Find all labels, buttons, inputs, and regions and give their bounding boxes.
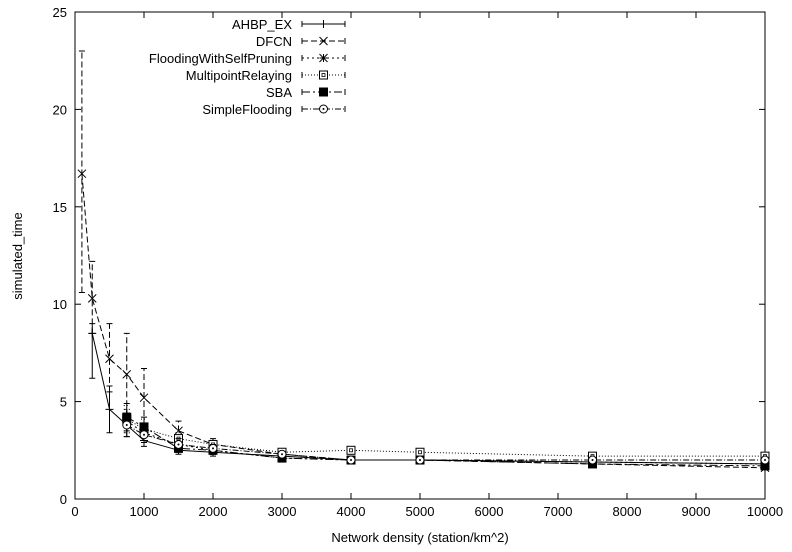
error-bar: [141, 367, 147, 426]
circle-marker-dot: [212, 447, 214, 450]
circle-marker-dot: [143, 433, 145, 436]
plus-marker: [105, 405, 114, 414]
legend-caps: [301, 89, 346, 95]
square-marker: [346, 445, 356, 455]
y-tick-label: 15: [53, 200, 67, 215]
legend-label: MultipointRelaying: [186, 68, 292, 83]
x-axis: 0 1000 2000 3000 4000 5000 6000 7000 8000 9000 100…: [71, 12, 783, 519]
x-tick-label: 7000: [544, 504, 573, 519]
x-tick-label: 2000: [199, 504, 228, 519]
y-tick-label: 25: [53, 5, 67, 20]
cross-marker: [105, 354, 114, 364]
cross-marker: [122, 369, 132, 379]
square-marker: [415, 447, 425, 457]
series-floodingwithselfpruning: [122, 408, 770, 469]
legend: AHBP_EX DFCN FloodingWithSelfPruning Multip…: [149, 17, 346, 117]
star-marker: [319, 53, 328, 63]
filled-square-marker: [319, 87, 328, 97]
x-tick-label: 9000: [682, 504, 711, 519]
legend-label: SimpleFlooding: [202, 102, 292, 117]
legend-label: DFCN: [256, 34, 292, 49]
legend-caps: [301, 38, 346, 44]
cross-marker: [139, 393, 149, 403]
cross-marker: [77, 169, 87, 179]
series-line: [81, 173, 766, 469]
series-line: [126, 418, 765, 457]
error-bar: [78, 50, 85, 294]
plus-marker: [319, 20, 328, 28]
cross-marker: [174, 426, 183, 436]
cross-marker: [87, 294, 97, 303]
x-tick-label: 10000: [747, 504, 783, 519]
x-tick-label: 3000: [268, 504, 297, 519]
square-marker-inner: [418, 450, 422, 455]
square-marker-inner: [349, 448, 353, 453]
error-bar: [106, 323, 113, 393]
circle-marker-dot: [125, 423, 128, 426]
square-marker: [319, 70, 328, 80]
circle-marker-dot: [322, 108, 325, 110]
y-tick-label: 0: [60, 492, 67, 507]
x-tick-label: 0: [71, 504, 78, 519]
y-tick-label: 10: [53, 297, 67, 312]
error-bar: [89, 260, 96, 334]
series-dfcn: [77, 50, 770, 473]
series-line: [126, 416, 766, 467]
series-line: [126, 424, 765, 461]
series-layer: [77, 50, 770, 473]
circle-marker-dot: [764, 459, 766, 462]
circle-marker-dot: [177, 443, 180, 446]
x-tick-label: 1000: [130, 504, 159, 519]
x-axis-title: Network density (station/km^2): [331, 530, 508, 545]
legend-label: SBA: [266, 85, 292, 100]
x-tick-label: 8000: [613, 504, 642, 519]
legend-caps: [301, 55, 346, 61]
legend-label: FloodingWithSelfPruning: [149, 51, 292, 66]
legend-label: AHBP_EX: [232, 17, 292, 32]
series-multipointrelaying: [122, 404, 770, 461]
legend-caps: [301, 72, 346, 78]
cross-marker: [319, 36, 328, 46]
circle-marker-dot: [281, 453, 283, 456]
legend-caps: [301, 21, 346, 27]
circle-marker-dot: [350, 459, 352, 462]
circle-marker-dot: [419, 459, 421, 462]
square-marker-inner: [321, 73, 326, 77]
x-tick-label: 6000: [475, 504, 504, 519]
legend-caps: [301, 106, 346, 112]
y-axis: 0 5 10 15 20 25: [53, 5, 765, 507]
series-line: [91, 333, 766, 465]
x-tick-label: 4000: [337, 504, 366, 519]
series-simpleflooding: [122, 412, 770, 465]
y-axis-title: simulated_time: [10, 212, 25, 299]
y-tick-label: 20: [53, 102, 67, 117]
y-tick-label: 5: [60, 395, 67, 410]
series-line: [126, 420, 766, 465]
error-bar: [141, 426, 147, 444]
circle-marker-dot: [591, 459, 594, 462]
x-tick-label: 5000: [406, 504, 435, 519]
